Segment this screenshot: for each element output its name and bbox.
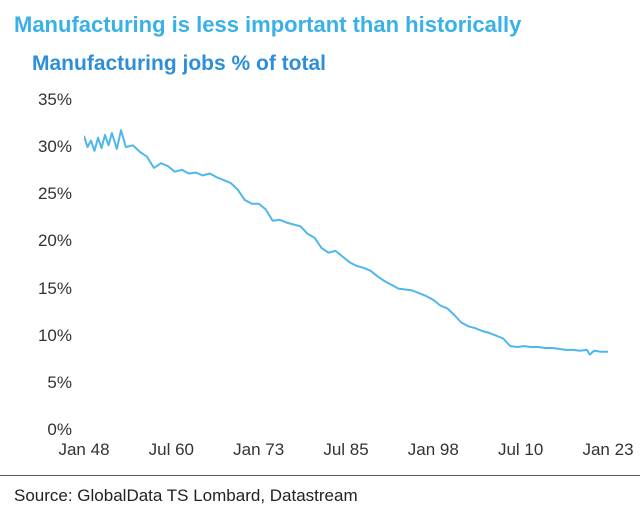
chart-container: Manufacturing is less important than his… bbox=[0, 0, 640, 524]
y-tick-label: 0% bbox=[0, 420, 72, 440]
chart-title: Manufacturing is less important than his… bbox=[14, 12, 626, 38]
x-tick-label: Jul 10 bbox=[498, 440, 543, 460]
x-tick-label: Jul 85 bbox=[323, 440, 368, 460]
x-tick-label: Jan 73 bbox=[233, 440, 284, 460]
series-line bbox=[84, 130, 608, 354]
divider-rule bbox=[0, 475, 640, 476]
y-tick-label: 35% bbox=[0, 90, 72, 110]
chart-subtitle: Manufacturing jobs % of total bbox=[32, 52, 626, 76]
x-tick-label: Jan 23 bbox=[582, 440, 633, 460]
y-tick-label: 30% bbox=[0, 137, 72, 157]
y-tick-label: 25% bbox=[0, 184, 72, 204]
line-chart bbox=[84, 100, 608, 430]
source-label: Source: GlobalData TS Lombard, Datastrea… bbox=[14, 486, 358, 506]
x-tick-label: Jan 48 bbox=[58, 440, 109, 460]
y-tick-label: 15% bbox=[0, 279, 72, 299]
y-tick-label: 20% bbox=[0, 231, 72, 251]
x-tick-label: Jul 60 bbox=[149, 440, 194, 460]
y-tick-label: 10% bbox=[0, 326, 72, 346]
y-tick-label: 5% bbox=[0, 373, 72, 393]
x-tick-label: Jan 98 bbox=[408, 440, 459, 460]
